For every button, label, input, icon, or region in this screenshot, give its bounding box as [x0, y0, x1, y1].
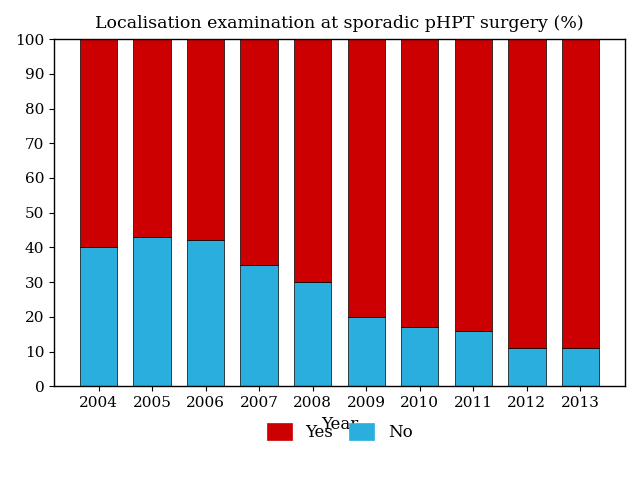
Bar	[348, 39, 385, 317]
Bar	[294, 39, 332, 282]
Bar	[401, 39, 438, 328]
Bar	[561, 39, 599, 348]
Bar	[294, 282, 332, 387]
Bar	[561, 348, 599, 387]
Bar	[80, 39, 117, 248]
Bar	[454, 39, 492, 331]
Bar	[187, 240, 225, 386]
Bar	[348, 317, 385, 386]
Bar	[80, 248, 117, 386]
Bar	[134, 39, 171, 237]
Bar	[508, 348, 545, 387]
Title: Localisation examination at sporadic pHPT surgery (%): Localisation examination at sporadic pHP…	[95, 15, 584, 32]
Bar	[134, 237, 171, 386]
Bar	[241, 265, 278, 386]
Bar	[508, 39, 545, 348]
Bar	[241, 39, 278, 265]
Legend: Yes, No: Yes, No	[260, 416, 419, 448]
Bar	[401, 328, 438, 386]
Bar	[187, 39, 225, 240]
X-axis label: Year: Year	[321, 416, 358, 432]
Bar	[454, 331, 492, 386]
